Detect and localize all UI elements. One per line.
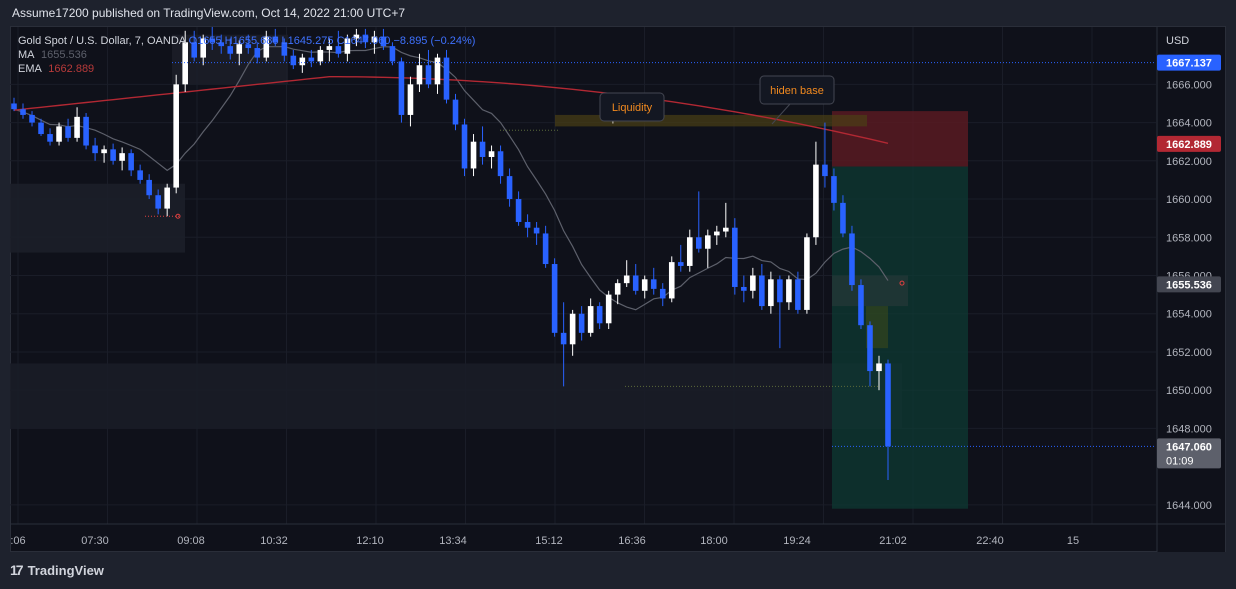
legend-ohlc: O1655 H1655.686 L1645.275 C1647.060 −8.8… <box>188 35 476 47</box>
legend-symbol: Gold Spot / U.S. Dollar, 7, OANDA <box>18 35 186 47</box>
ma-label: MA <box>18 49 34 61</box>
footer-brand: TradingView <box>27 562 104 578</box>
publisher-header: Assume17200 published on TradingView.com… <box>0 0 1236 26</box>
legend-ema-row[interactable]: EMA 1662.889 <box>18 62 475 76</box>
ema-value: 1662.889 <box>48 63 95 75</box>
publisher-text: Assume17200 published on TradingView.com… <box>12 6 406 20</box>
ema-label: EMA <box>18 63 42 75</box>
legend-ma-row[interactable]: MA 1655.536 <box>18 48 475 62</box>
footer: 17 TradingView <box>10 562 104 578</box>
tradingview-logo-icon: 17 <box>10 562 24 578</box>
chart-legend: Gold Spot / U.S. Dollar, 7, OANDA O1655 … <box>18 34 475 76</box>
legend-symbol-row[interactable]: Gold Spot / U.S. Dollar, 7, OANDA O1655 … <box>18 34 475 48</box>
chart-frame[interactable] <box>10 26 1226 552</box>
ma-value: 1655.536 <box>40 49 87 61</box>
